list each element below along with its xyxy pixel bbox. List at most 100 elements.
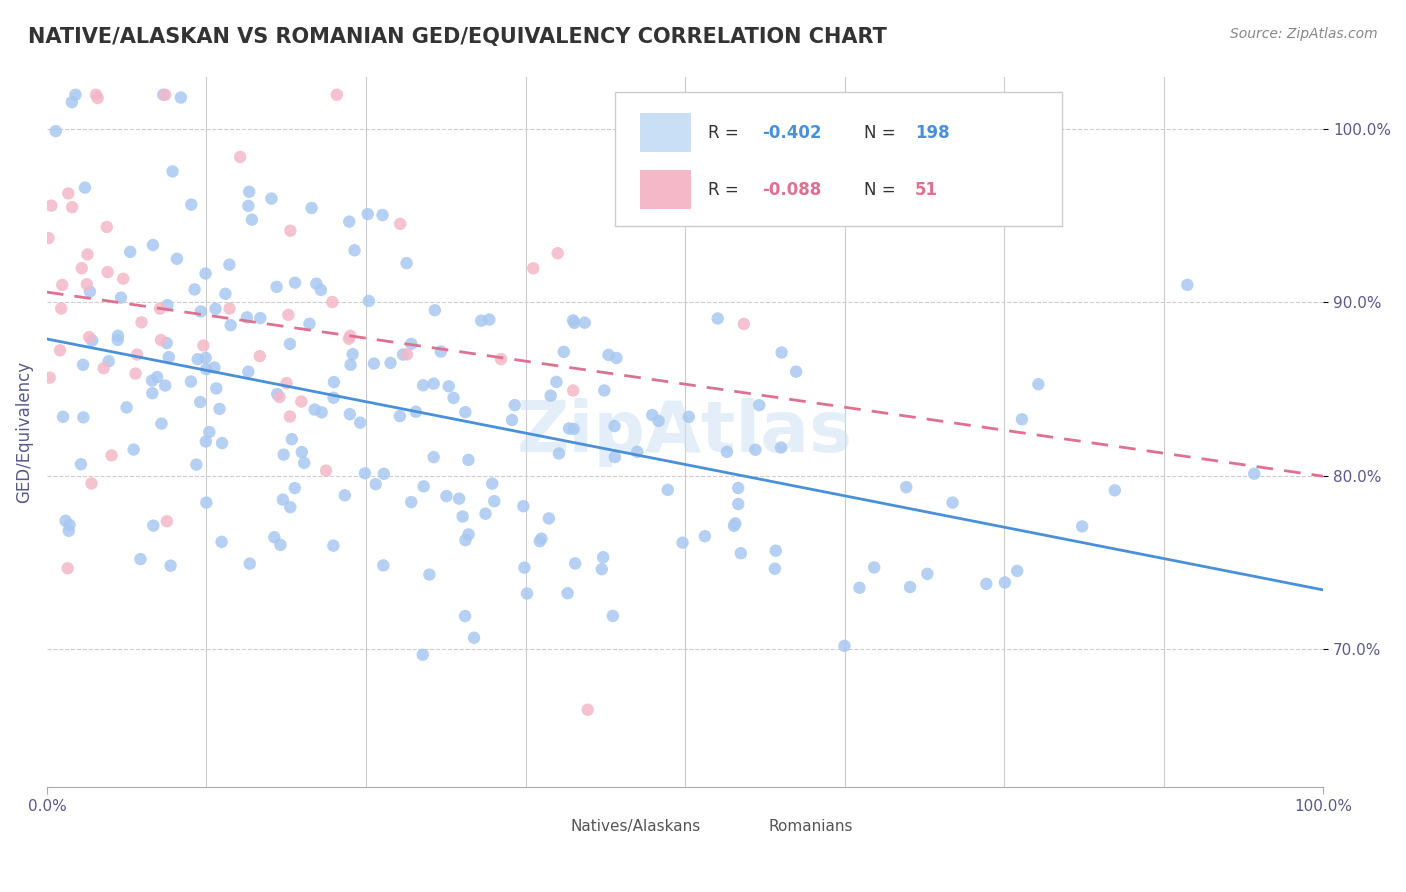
Point	[399, 495, 422, 509]
Point	[443, 391, 465, 405]
Point	[470, 314, 492, 328]
Point	[110, 291, 132, 305]
Point	[229, 150, 252, 164]
Point	[373, 558, 395, 573]
Bar	[730, 815, 762, 837]
Point	[412, 648, 434, 662]
Point	[593, 384, 616, 398]
Point	[273, 448, 295, 462]
Text: 198: 198	[915, 124, 949, 142]
Point	[553, 344, 575, 359]
Point	[238, 199, 260, 213]
Point	[93, 361, 115, 376]
Point	[292, 456, 315, 470]
Point	[562, 384, 585, 398]
Point	[45, 124, 67, 138]
Point	[647, 414, 669, 428]
Point	[763, 562, 786, 576]
Point	[412, 479, 434, 493]
Point	[373, 467, 395, 481]
Point	[70, 261, 93, 276]
Point	[76, 277, 98, 292]
Point	[266, 280, 288, 294]
Point	[141, 374, 163, 388]
Point	[96, 219, 118, 234]
Point	[1028, 377, 1050, 392]
Point	[474, 507, 496, 521]
Point	[208, 401, 231, 416]
Point	[315, 464, 337, 478]
Point	[562, 313, 585, 327]
Point	[562, 422, 585, 436]
Point	[284, 276, 307, 290]
Point	[898, 580, 921, 594]
Point	[236, 310, 259, 325]
Point	[457, 453, 479, 467]
Text: Romanians: Romanians	[768, 819, 852, 834]
Point	[481, 476, 503, 491]
Point	[349, 416, 371, 430]
Point	[260, 192, 283, 206]
Text: N =: N =	[863, 124, 901, 142]
Point	[1005, 564, 1028, 578]
Point	[557, 586, 579, 600]
Point	[547, 246, 569, 260]
Point	[422, 450, 444, 464]
Point	[484, 494, 506, 508]
Point	[84, 87, 107, 102]
Point	[357, 207, 380, 221]
Point	[454, 533, 477, 548]
Point	[896, 480, 918, 494]
Point	[284, 481, 307, 495]
Point	[41, 199, 63, 213]
Text: -0.402: -0.402	[762, 124, 821, 142]
Point	[150, 417, 173, 431]
Point	[249, 349, 271, 363]
Point	[195, 495, 218, 509]
Point	[457, 527, 479, 541]
Point	[125, 347, 148, 361]
Point	[304, 402, 326, 417]
Point	[156, 336, 179, 351]
Point	[276, 376, 298, 390]
Point	[60, 95, 83, 109]
Point	[277, 308, 299, 322]
Point	[159, 558, 181, 573]
Text: ZipAtlas: ZipAtlas	[517, 398, 853, 467]
Point	[322, 391, 344, 405]
Point	[157, 350, 180, 364]
Point	[80, 476, 103, 491]
Point	[129, 552, 152, 566]
Point	[240, 212, 263, 227]
Point	[153, 87, 176, 102]
Point	[422, 376, 444, 391]
Point	[115, 401, 138, 415]
Point	[603, 450, 626, 464]
Point	[724, 516, 747, 531]
Point	[363, 357, 385, 371]
Point	[58, 517, 80, 532]
Point	[107, 333, 129, 347]
Point	[437, 379, 460, 393]
Point	[156, 298, 179, 312]
Point	[513, 560, 536, 574]
Point	[401, 337, 423, 351]
Point	[1243, 467, 1265, 481]
Point	[489, 352, 512, 367]
Point	[994, 575, 1017, 590]
Point	[339, 328, 361, 343]
Bar	[640, 169, 692, 209]
Point	[70, 457, 93, 471]
Point	[180, 375, 202, 389]
Point	[97, 354, 120, 368]
Point	[301, 201, 323, 215]
Point	[122, 442, 145, 457]
Point	[478, 312, 501, 326]
Point	[58, 524, 80, 538]
Point	[733, 317, 755, 331]
Point	[1175, 277, 1198, 292]
Point	[434, 489, 457, 503]
Point	[188, 395, 211, 409]
Point	[1104, 483, 1126, 498]
Point	[120, 244, 142, 259]
